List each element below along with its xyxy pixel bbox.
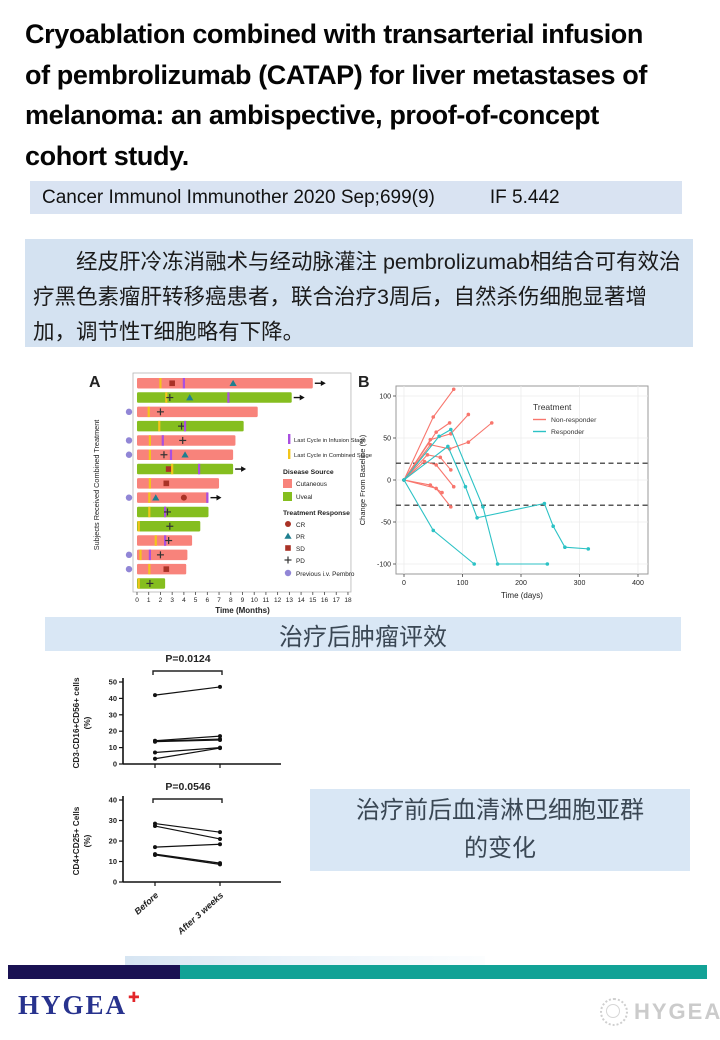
svg-text:40: 40 — [109, 796, 117, 805]
svg-text:0: 0 — [387, 478, 391, 485]
footer-decor-wedge — [125, 956, 485, 966]
globe-icon — [600, 998, 628, 1026]
spider-plot: B 0 100 200 300 400 -100 -50 0 50 100 Change From B… — [358, 374, 649, 600]
svg-text:17: 17 — [333, 597, 341, 604]
svg-text:6: 6 — [206, 597, 210, 604]
footer-bar-navy — [8, 965, 180, 979]
svg-text:16: 16 — [321, 597, 329, 604]
svg-text:4: 4 — [182, 597, 186, 604]
svg-text:15: 15 — [309, 597, 317, 604]
svg-text:12: 12 — [274, 597, 282, 604]
slide-title: Cryoablation combined with transarterial… — [25, 19, 647, 171]
red-cross-icon: ✚ — [128, 990, 140, 1006]
svg-text:0: 0 — [113, 760, 117, 769]
svg-text:200: 200 — [515, 580, 527, 587]
watermark-text: HYGEA — [634, 999, 720, 1024]
svg-text:18: 18 — [344, 597, 352, 604]
svg-text:CR: CR — [296, 522, 306, 529]
hygea-logo-text: HYGEA — [18, 990, 128, 1020]
svg-text:7: 7 — [217, 597, 221, 604]
svg-text:9: 9 — [241, 597, 245, 604]
svg-text:Disease Source: Disease Source — [283, 469, 334, 476]
svg-text:20: 20 — [109, 727, 117, 736]
svg-text:30: 30 — [109, 710, 117, 719]
svg-text:8: 8 — [229, 597, 233, 604]
caption-tumor-response: 治疗后肿瘤评效 — [45, 617, 681, 651]
svg-text:After 3 weeks: After 3 weeks — [175, 890, 226, 937]
svg-text:CD4+CD25+ Cells: CD4+CD25+ Cells — [72, 806, 81, 875]
summary-box: 经皮肝冷冻消融术与经动脉灌注 pembrolizumab相结合可有效治疗黑色素瘤… — [25, 239, 693, 347]
svg-text:Uveal: Uveal — [296, 494, 312, 501]
svg-text:10: 10 — [109, 743, 117, 752]
hygea-watermark: HYGEA — [600, 998, 720, 1026]
svg-text:20: 20 — [109, 837, 117, 846]
svg-text:11: 11 — [263, 597, 270, 604]
svg-text:300: 300 — [574, 580, 586, 587]
svg-text:Change From Baseline (%): Change From Baseline (%) — [358, 434, 367, 525]
svg-text:Time (Months): Time (Months) — [215, 606, 270, 615]
svg-text:0: 0 — [135, 597, 139, 604]
svg-text:P=0.0124: P=0.0124 — [165, 653, 210, 665]
svg-text:2: 2 — [159, 597, 163, 604]
caption-tumor-text: 治疗后肿瘤评效 — [279, 623, 447, 651]
svg-text:SD: SD — [296, 546, 305, 553]
svg-text:Last Cycle in Infusion Stage: Last Cycle in Infusion Stage — [294, 438, 366, 444]
svg-text:100: 100 — [457, 580, 469, 587]
svg-text:Previous i.v. Pembro: Previous i.v. Pembro — [296, 571, 355, 578]
svg-text:1: 1 — [147, 597, 151, 604]
svg-text:PR: PR — [296, 534, 305, 541]
svg-text:Last Cycle in Combined Stage: Last Cycle in Combined Stage — [294, 453, 372, 459]
svg-text:0: 0 — [402, 580, 406, 587]
svg-text:Responder: Responder — [551, 429, 585, 436]
svg-text:40: 40 — [109, 694, 117, 703]
svg-text:A: A — [89, 374, 101, 391]
svg-text:400: 400 — [632, 580, 644, 587]
impact-factor: IF 5.442 — [489, 186, 560, 208]
svg-text:10: 10 — [109, 857, 117, 866]
svg-text:(%): (%) — [83, 716, 92, 729]
hygea-logo: HYGEA✚ — [18, 990, 140, 1021]
svg-text:-100: -100 — [377, 562, 391, 569]
summary-text: 经皮肝冷冻消融术与经动脉灌注 pembrolizumab相结合可有效治疗黑色素瘤… — [33, 250, 681, 344]
svg-text:30: 30 — [109, 816, 117, 825]
svg-text:B: B — [358, 374, 370, 391]
caption-lymph-line2: 的变化 — [464, 835, 536, 862]
svg-text:CD3-CD16+CD56+ cells: CD3-CD16+CD56+ cells — [72, 677, 81, 768]
svg-text:(%): (%) — [83, 834, 92, 847]
svg-text:Subjects Received Combined Tre: Subjects Received Combined Treatment — [92, 420, 101, 551]
svg-text:14: 14 — [297, 597, 305, 604]
svg-text:5: 5 — [194, 597, 198, 604]
svg-text:50: 50 — [109, 678, 117, 687]
svg-text:P=0.0546: P=0.0546 — [165, 781, 210, 793]
svg-text:10: 10 — [251, 597, 259, 604]
svg-text:-50: -50 — [381, 520, 391, 527]
svg-text:100: 100 — [379, 394, 391, 401]
svg-text:Time (days): Time (days) — [501, 591, 543, 600]
svg-text:13: 13 — [286, 597, 294, 604]
svg-text:Treatment: Treatment — [533, 402, 572, 412]
footer-bar-teal — [180, 965, 707, 979]
citation-bar: Cancer Immunol Immunother 2020 Sep;699(9… — [30, 181, 682, 214]
svg-text:Treatment Response: Treatment Response — [283, 510, 350, 517]
svg-text:Non-responder: Non-responder — [551, 417, 597, 424]
svg-text:0: 0 — [113, 878, 117, 887]
caption-lymphocyte-subsets: 治疗前后血清淋巴细胞亚群 的变化 — [310, 789, 690, 871]
svg-text:PD: PD — [296, 558, 305, 565]
svg-text:50: 50 — [383, 436, 391, 443]
svg-text:Before: Before — [132, 890, 160, 917]
svg-text:3: 3 — [170, 597, 174, 604]
svg-text:Cutaneous: Cutaneous — [296, 481, 327, 488]
journal-citation: Cancer Immunol Immunother 2020 Sep;699(9… — [42, 186, 435, 208]
caption-lymph-line1: 治疗前后血清淋巴细胞亚群 — [356, 797, 644, 824]
